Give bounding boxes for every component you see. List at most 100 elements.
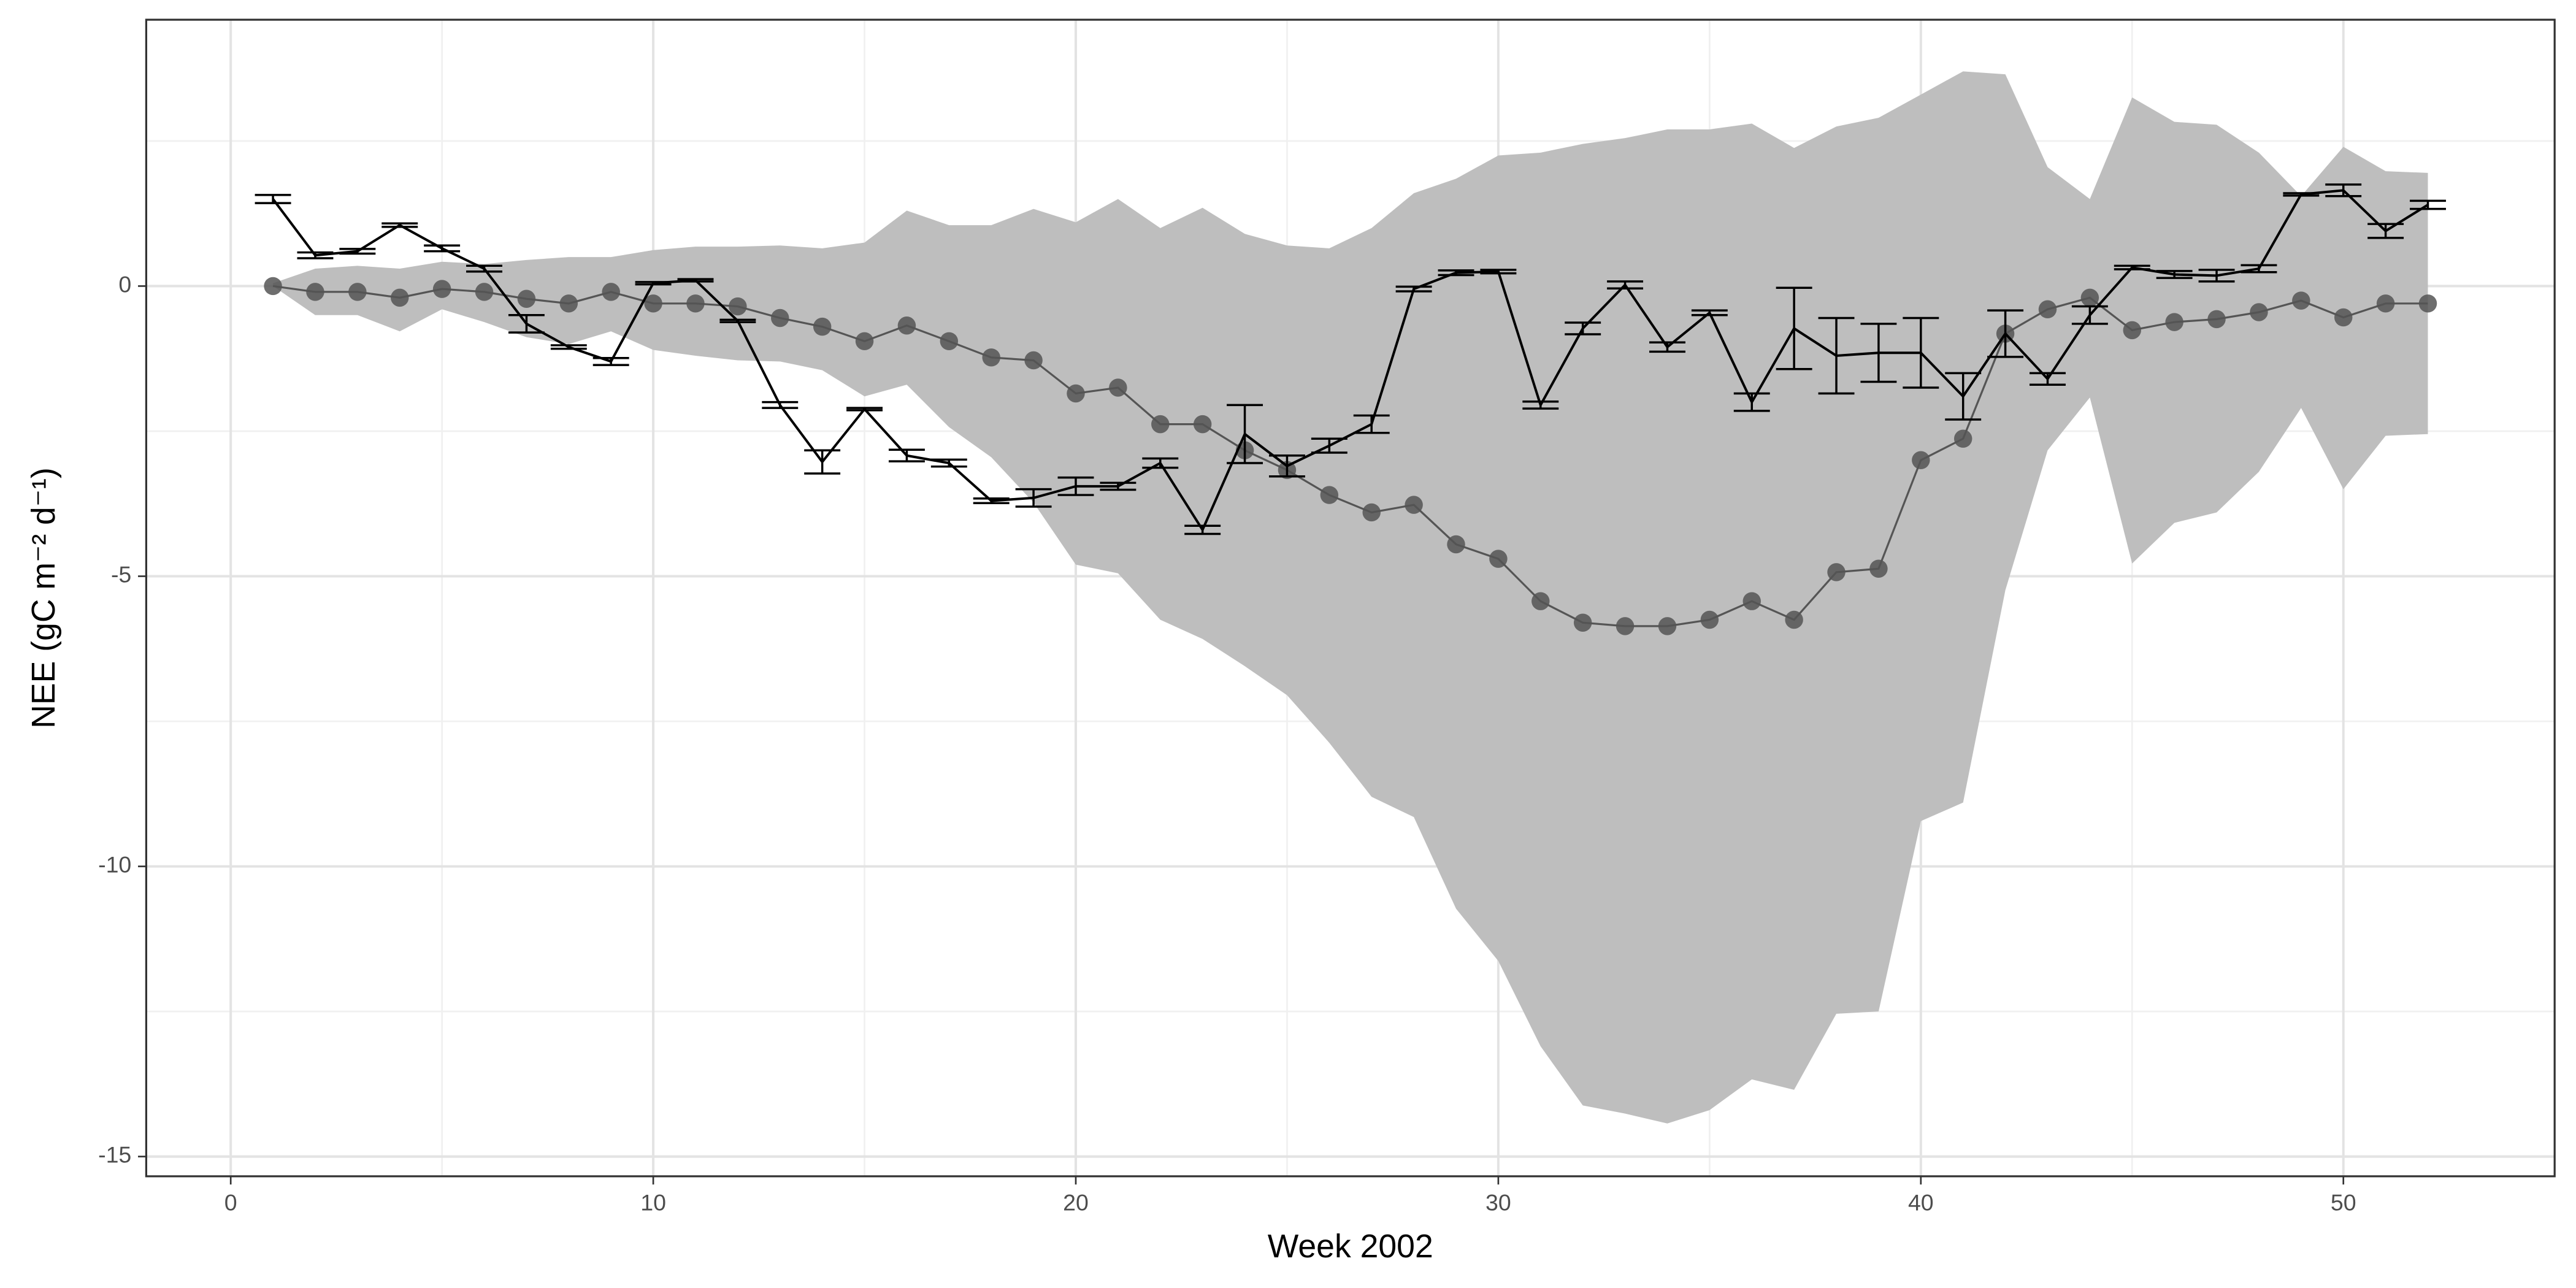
error-bar <box>1100 481 1137 491</box>
error-bar <box>1268 454 1305 478</box>
point <box>1785 610 1803 629</box>
error-bar <box>973 497 1010 505</box>
series-line <box>272 189 2429 533</box>
point <box>2292 291 2310 310</box>
error-bar <box>255 194 291 204</box>
point <box>2207 310 2226 329</box>
point <box>517 289 536 308</box>
point <box>2418 294 2437 313</box>
error-bar <box>424 244 461 253</box>
error-bar <box>1776 286 1812 370</box>
error-bar <box>2156 270 2193 279</box>
error-bar <box>1480 269 1517 275</box>
point <box>1405 496 1423 514</box>
error-bar <box>762 401 799 409</box>
point <box>1869 559 1888 578</box>
point <box>2080 288 2099 307</box>
error-bar <box>297 251 334 259</box>
error-bar <box>1987 309 2024 358</box>
point <box>644 294 662 313</box>
error-bar <box>1395 285 1432 293</box>
plot-area <box>146 20 2555 1176</box>
error-bar <box>846 407 883 412</box>
error-bar <box>2367 223 2404 239</box>
x-tick-label: 10 <box>640 1189 666 1215</box>
point <box>813 317 832 336</box>
error-bar <box>2198 269 2235 283</box>
point <box>432 280 451 298</box>
error-bar <box>1607 280 1644 289</box>
point <box>897 316 916 335</box>
point <box>1489 550 1508 568</box>
point <box>855 332 874 351</box>
point <box>1109 378 1127 397</box>
point <box>729 297 747 316</box>
point <box>1320 486 1339 504</box>
point <box>1573 613 1592 632</box>
point <box>1151 415 1170 434</box>
error-bar <box>930 458 967 468</box>
error-bar <box>2071 305 2108 325</box>
point <box>2250 303 2268 321</box>
plot-border <box>145 18 2556 1178</box>
y-tick-label: -5 <box>111 561 131 587</box>
point <box>264 277 282 296</box>
error-bar <box>677 278 714 283</box>
error-bar <box>2114 264 2150 270</box>
error-bar <box>2283 192 2320 197</box>
point <box>1616 617 1635 635</box>
error-bar <box>1903 316 1939 389</box>
error-bar <box>1691 309 1728 316</box>
error-bar <box>1818 316 1855 395</box>
error-bar <box>2030 372 2066 386</box>
error-bar <box>1227 404 1263 464</box>
error-bar <box>381 222 418 228</box>
y-tick-label: -15 <box>98 1142 131 1168</box>
error-bar <box>466 264 502 273</box>
y-tick-label: 0 <box>118 271 131 297</box>
error-bar <box>1860 323 1897 383</box>
point <box>1827 563 1846 581</box>
series-line <box>272 285 2428 627</box>
error-bar <box>1522 400 1559 410</box>
point <box>1658 617 1677 635</box>
error-bar <box>2325 183 2362 197</box>
error-bar <box>1438 269 1474 277</box>
point <box>1700 610 1719 629</box>
error-bar <box>2241 264 2277 274</box>
point <box>1067 384 1085 403</box>
point <box>982 348 1000 367</box>
point <box>306 283 324 301</box>
point <box>2376 294 2395 313</box>
error-bar <box>635 281 672 286</box>
x-tick-label: 40 <box>1908 1189 1934 1215</box>
point <box>1912 451 1930 470</box>
error-bar <box>550 344 587 350</box>
point <box>559 294 578 313</box>
point <box>475 283 494 301</box>
error-bar <box>888 448 925 462</box>
error-bar <box>1057 476 1094 496</box>
point <box>2038 300 2057 319</box>
x-axis-title: Week 2002 <box>1268 1229 1433 1265</box>
error-bar <box>719 318 756 323</box>
point <box>1447 535 1465 554</box>
error-bar <box>1142 457 1179 469</box>
error-bar <box>508 314 545 334</box>
x-tick-label: 0 <box>224 1189 237 1215</box>
error-bar <box>1649 341 1685 353</box>
error-bar <box>1184 524 1221 535</box>
point <box>1742 592 1761 610</box>
error-bar <box>1015 488 1052 508</box>
x-tick-label: 20 <box>1063 1189 1089 1215</box>
point <box>2334 308 2353 327</box>
point <box>1193 415 1212 434</box>
point <box>940 332 959 351</box>
point <box>2165 313 2183 331</box>
x-tick-label: 30 <box>1485 1189 1511 1215</box>
point <box>348 283 367 301</box>
error-bar <box>592 357 629 366</box>
point <box>1953 429 1972 448</box>
error-bar <box>1311 437 1347 454</box>
